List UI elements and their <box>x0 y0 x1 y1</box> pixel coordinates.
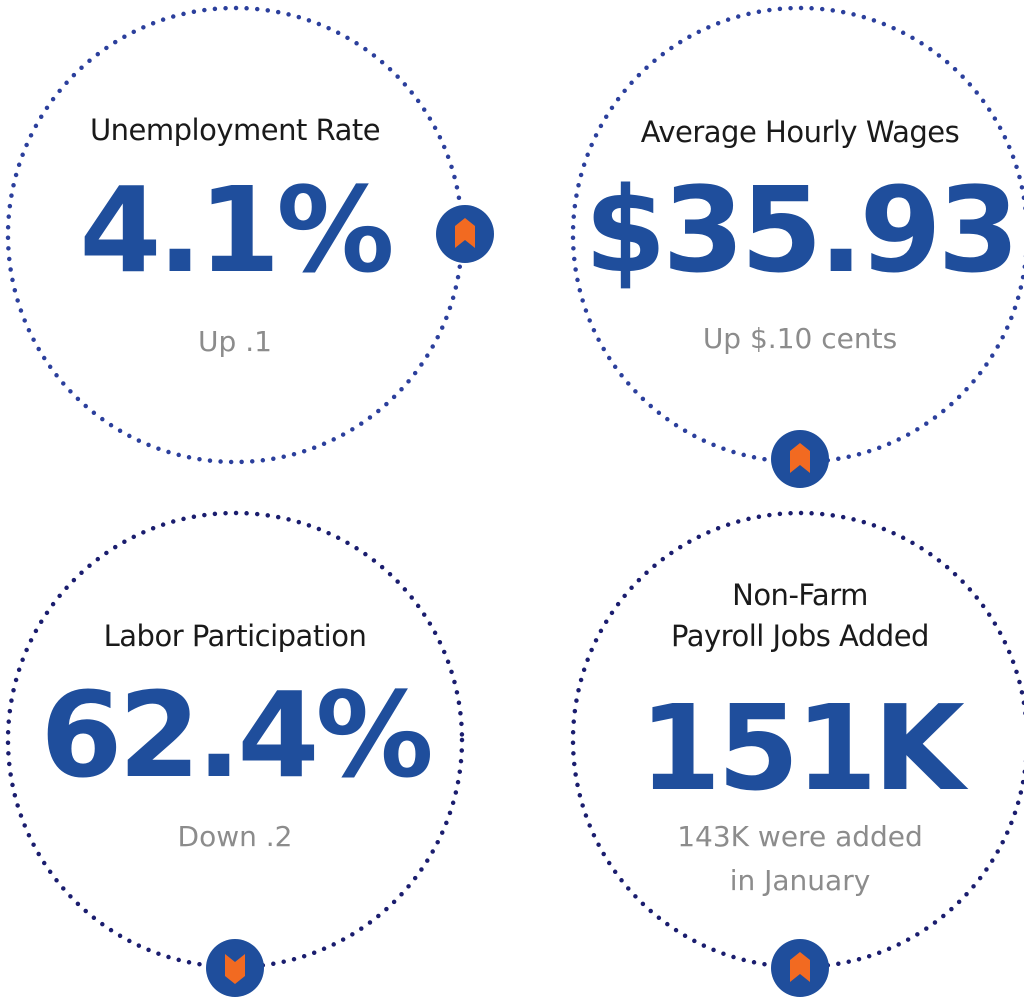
up-arrow-marker-icon <box>771 430 829 488</box>
stat-change-note-line-1: 143K were added <box>677 820 923 853</box>
dotted-ring <box>5 510 465 970</box>
stat-label: Average Hourly Wages <box>640 115 960 149</box>
stat-unemployment-rate: Unemployment Rate 4.1% Up .1 <box>5 5 465 465</box>
stat-label-line-2: Payroll Jobs Added <box>671 619 929 653</box>
stat-label-line-1: Non-Farm <box>732 578 868 612</box>
dotted-ring <box>570 5 1024 465</box>
stat-change-note: Up $.10 cents <box>702 322 898 355</box>
stat-change-note: Up .1 <box>198 325 272 358</box>
stat-change-note: Down .2 <box>177 820 293 853</box>
stat-value: 4.1% <box>79 161 394 299</box>
stat-label: Labor Participation <box>103 619 367 653</box>
stat-labor-participation: Labor Participation 62.4% Down .2 <box>5 510 465 970</box>
down-arrow-marker-icon <box>206 939 264 997</box>
stat-average-hourly-wages: Average Hourly Wages $35.93 Up $.10 cent… <box>570 5 1024 465</box>
stat-value: $35.93 <box>584 161 1019 299</box>
stat-value: 151K <box>639 679 965 817</box>
stat-non-farm-payroll: Non-Farm Payroll Jobs Added 151K 143K we… <box>570 510 1024 970</box>
up-arrow-marker-icon <box>436 205 494 263</box>
stat-change-note-line-2: in January <box>729 864 871 897</box>
stat-label: Unemployment Rate <box>89 113 381 147</box>
up-arrow-marker-icon <box>771 939 829 997</box>
stat-value: 62.4% <box>40 666 433 804</box>
dotted-ring <box>570 510 1024 970</box>
